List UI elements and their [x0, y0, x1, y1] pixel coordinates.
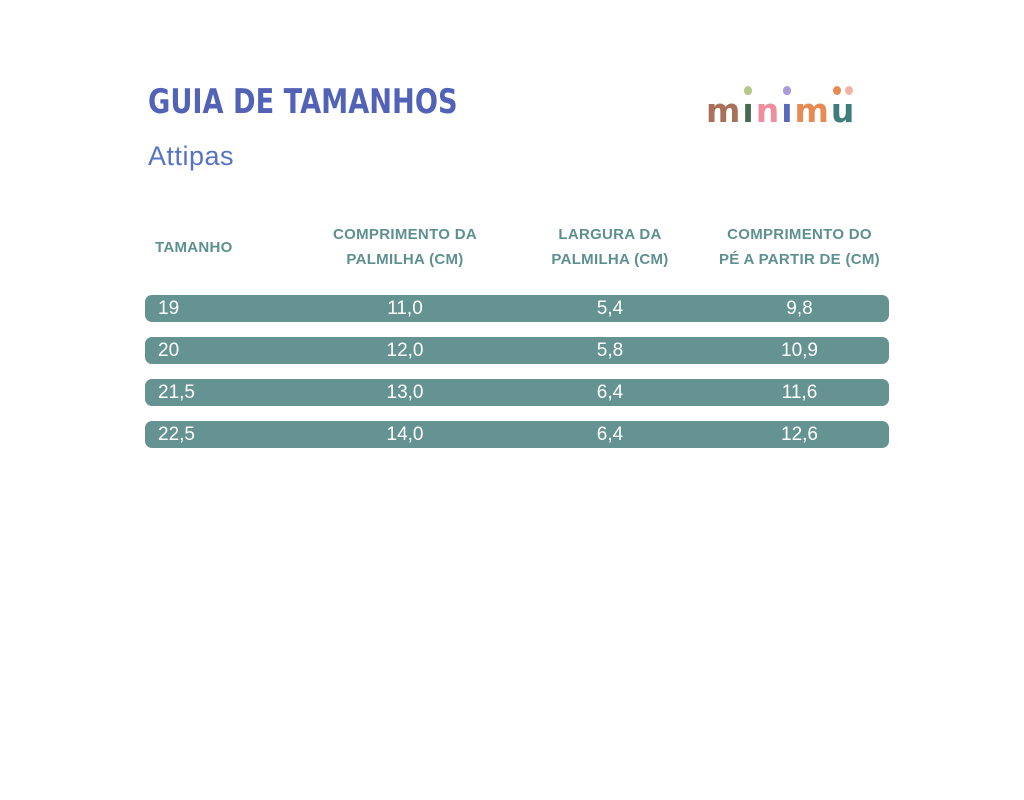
- cell-insole-width: 5,4: [596, 298, 624, 319]
- table-row: 19 11,0 5,4 9,8: [145, 295, 889, 322]
- size-table: TAMANHO COMPRIMENTO DA PALMILHA (CM) LAR…: [145, 222, 889, 463]
- table-row: 22,5 14,0 6,4 12,6: [145, 421, 889, 448]
- cell-foot-length: 11,6: [781, 382, 818, 403]
- logo-dot-purple: [782, 86, 791, 95]
- cell-insole-length: 14,0: [386, 424, 424, 445]
- logo-dot-salmon: [845, 86, 854, 95]
- cell-insole-length: 13,0: [386, 382, 424, 403]
- column-header-line: PALMILHA (CM): [551, 251, 669, 268]
- column-header-line: COMPRIMENTO DO: [727, 226, 872, 243]
- logo-letter-i2: ı: [781, 86, 793, 127]
- cell-size: 19: [158, 298, 180, 319]
- column-header-line: LARGURA DA: [558, 226, 662, 243]
- logo-letter-u: u: [831, 86, 854, 127]
- cell-foot-length: 9,8: [786, 298, 813, 319]
- column-header-line: PALMILHA (CM): [346, 251, 464, 268]
- logo-letter-m2: m: [794, 91, 829, 130]
- table-header-row: TAMANHO COMPRIMENTO DA PALMILHA (CM) LAR…: [145, 222, 889, 272]
- column-header-line: TAMANHO: [155, 238, 233, 256]
- column-header-line: PÉ A PARTIR DE (CM): [719, 251, 880, 268]
- logo-letter-n: n: [755, 91, 780, 130]
- cell-insole-length: 11,0: [387, 298, 423, 319]
- logo-letter-i1: ı: [742, 86, 754, 127]
- page-title: GUIA DE TAMANHOS: [148, 82, 458, 122]
- minimu-logo: m ı n ı m u: [706, 86, 854, 130]
- column-header-foot-length: COMPRIMENTO DO PÉ A PARTIR DE (CM): [685, 222, 889, 272]
- cell-foot-length: 12,6: [781, 424, 818, 445]
- cell-size: 21,5: [158, 382, 195, 403]
- cell-insole-width: 6,4: [596, 382, 624, 403]
- cell-foot-length: 10,9: [781, 340, 818, 361]
- cell-insole-length: 12,0: [386, 340, 424, 361]
- table-row: 20 12,0 5,8 10,9: [145, 337, 889, 364]
- table-row: 21,5 13,0 6,4 11,6: [145, 379, 889, 406]
- logo-letter-m1: m: [706, 91, 741, 130]
- column-header-line: COMPRIMENTO DA: [333, 226, 477, 243]
- cell-size: 20: [158, 340, 180, 361]
- column-header-insole-width: LARGURA DA PALMILHA (CM): [535, 222, 685, 272]
- logo-dot-green: [744, 86, 753, 95]
- cell-size: 22,5: [158, 424, 195, 445]
- logo-dot-orange: [832, 86, 841, 95]
- column-header-insole-length: COMPRIMENTO DA PALMILHA (CM): [275, 222, 535, 272]
- cell-insole-width: 5,8: [596, 340, 624, 361]
- column-header-size: TAMANHO: [145, 235, 275, 260]
- brand-subtitle: Attipas: [148, 141, 235, 171]
- cell-insole-width: 6,4: [596, 424, 624, 445]
